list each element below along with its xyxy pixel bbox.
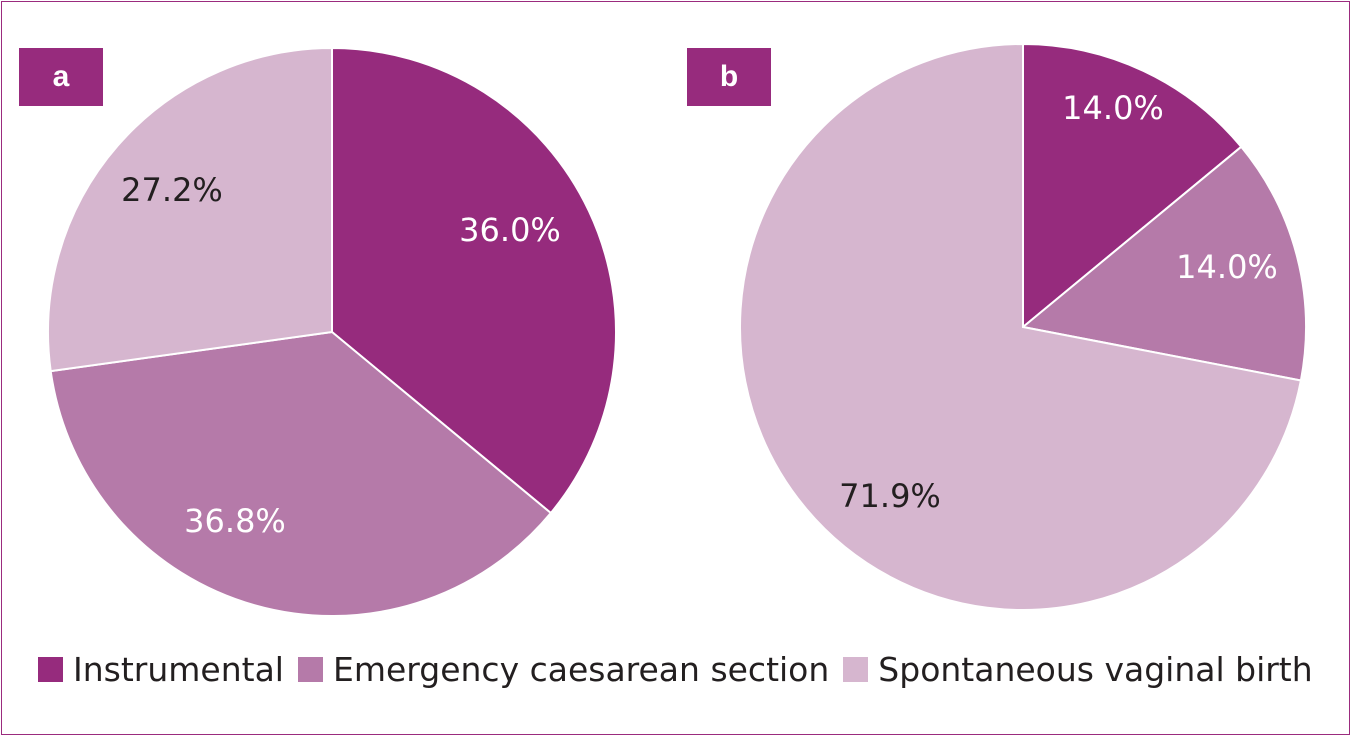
- pie-a-slice-instrumental: [331, 46, 618, 515]
- pie-a-label-instrumental: 36.0%: [459, 211, 561, 249]
- pie-b-label-instrumental: 14.0%: [1062, 89, 1164, 127]
- panel-label-a: a: [19, 48, 103, 106]
- legend-label-emergency: Emergency caesarean section: [332, 650, 830, 689]
- pie-a-label-emergency: 36.8%: [184, 502, 286, 540]
- legend-swatch-instrumental: [38, 657, 63, 682]
- legend-label-instrumental: Instrumental: [73, 650, 284, 689]
- pie-a-label-spontaneous: 27.2%: [121, 171, 223, 209]
- legend-swatch-emergency: [297, 657, 323, 682]
- pie-chart-a: 36.0% 36.8% 27.2%: [47, 46, 618, 617]
- pie-b-slice-emergency: [1020, 145, 1307, 382]
- pie-b-label-spontaneous: 71.9%: [839, 477, 941, 515]
- pie-b-label-emergency: 14.0%: [1176, 248, 1278, 286]
- legend-swatch-spontaneous: [843, 657, 869, 682]
- legend: Instrumental Emergency caesarean section…: [38, 650, 1327, 689]
- legend-label-spontaneous: Spontaneous vaginal birth: [878, 650, 1313, 689]
- pie-b-slice-instrumental: [1022, 42, 1243, 330]
- legend-item-emergency: Emergency caesarean section: [297, 650, 830, 689]
- pie-a-slice-emergency: [49, 330, 553, 617]
- panel-label-b: b: [687, 48, 771, 106]
- pie-a-slice-spontaneous: [47, 46, 333, 373]
- pie-b-slice-spontaneous: [738, 42, 1303, 611]
- legend-item-instrumental: Instrumental: [38, 650, 284, 689]
- pie-chart-b: 14.0% 14.0% 71.9%: [738, 42, 1307, 611]
- legend-item-spontaneous: Spontaneous vaginal birth: [843, 650, 1313, 689]
